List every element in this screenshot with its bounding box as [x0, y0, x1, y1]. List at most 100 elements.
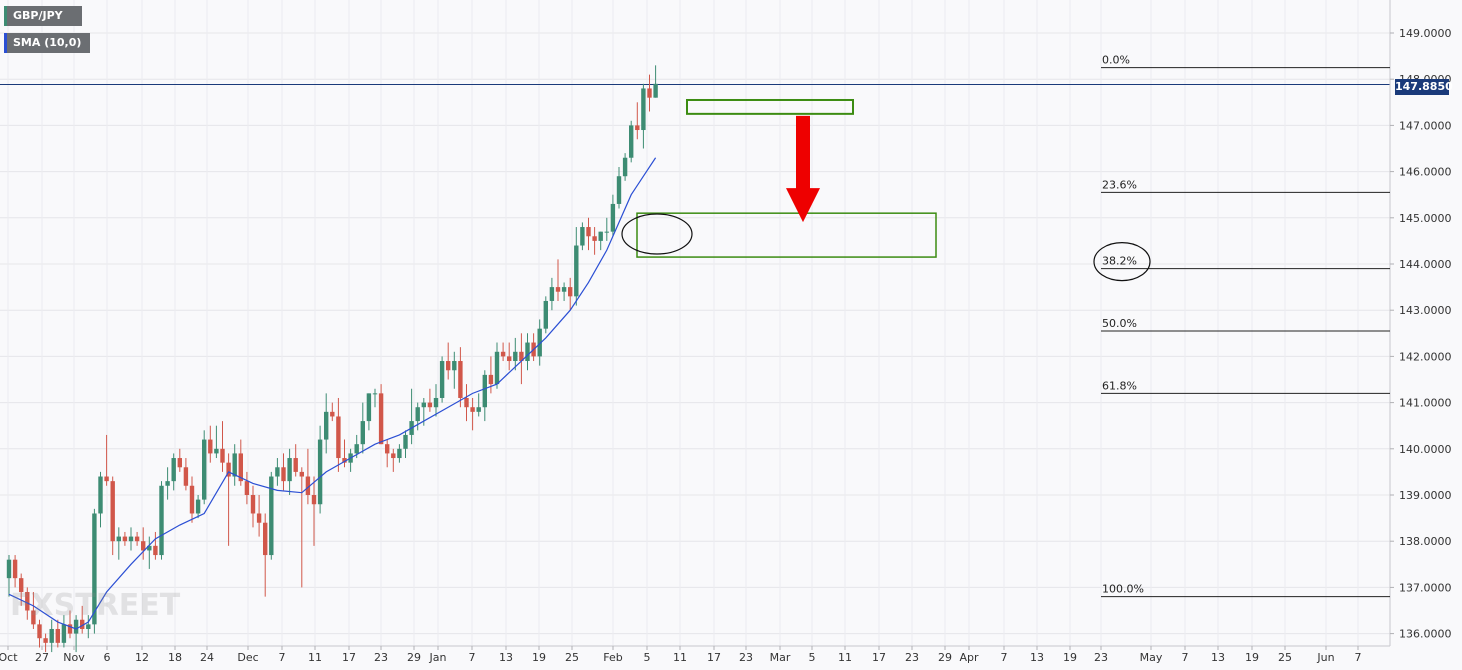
candle-body: [311, 495, 317, 505]
x-tick-label: 7: [279, 651, 286, 664]
candle-body: [98, 476, 103, 514]
x-tick-label: 17: [872, 651, 886, 664]
target-zone-box: [636, 212, 937, 258]
candle: [208, 425, 213, 463]
candle: [336, 397, 341, 472]
candle: [464, 384, 469, 422]
candle: [330, 402, 335, 422]
x-tick-label: 17: [707, 651, 721, 664]
x-tick-label: Oct: [0, 651, 18, 664]
candle-body: [31, 610, 36, 625]
candle-body: [183, 467, 189, 486]
y-tick-label: 145.0000: [1399, 212, 1452, 225]
candle: [494, 342, 500, 389]
candle-body: [37, 624, 42, 639]
symbol-label[interactable]: GBP/JPY: [4, 6, 82, 26]
x-tick-label: 23: [1094, 651, 1108, 664]
candle-body: [226, 462, 231, 477]
x-tick-label: 25: [1278, 651, 1292, 664]
candle: [598, 231, 603, 251]
x-tick-label: 17: [342, 651, 356, 664]
candle: [189, 476, 195, 523]
grid-lines: [0, 0, 1390, 646]
candle: [561, 282, 567, 301]
candle: [342, 439, 347, 468]
down-arrow-shaft: [796, 115, 810, 191]
indicator-label[interactable]: SMA (10,0): [4, 33, 90, 53]
candle-body: [507, 356, 512, 362]
candle: [317, 425, 323, 514]
resistance-zone-box: [686, 98, 854, 115]
y-tick-label: 136.0000: [1399, 628, 1452, 641]
candle-body: [6, 559, 12, 579]
x-tick-label: 5: [809, 651, 816, 664]
candle: [647, 74, 652, 112]
candle: [195, 495, 201, 519]
candle-body: [214, 448, 219, 454]
x-tick-label: Feb: [603, 651, 622, 664]
candle: [202, 430, 207, 505]
candle-body: [43, 638, 48, 643]
fib-level-label: 23.6%: [1102, 178, 1137, 191]
candle: [6, 555, 12, 597]
x-tick-label: 13: [1030, 651, 1044, 664]
fib-level-label: 50.0%: [1102, 317, 1137, 330]
axes: [0, 0, 1391, 647]
candle-body: [110, 481, 115, 542]
y-tick-label: 143.0000: [1399, 304, 1452, 317]
candle-body: [385, 444, 390, 454]
candle: [555, 259, 561, 301]
x-tick-label: 13: [1211, 651, 1225, 664]
candle: [366, 393, 372, 431]
fib-level-label: 61.8%: [1102, 379, 1137, 392]
candle: [622, 153, 628, 181]
fib-level-label: 100.0%: [1102, 583, 1144, 596]
candle-body: [354, 444, 359, 454]
candle-body: [488, 374, 494, 385]
candle: [134, 531, 140, 546]
indicator-accent: [4, 33, 7, 53]
candle-body: [263, 522, 268, 556]
candle: [250, 485, 256, 528]
watermark: FXSTREET: [10, 588, 181, 623]
annotations: [621, 98, 1151, 282]
y-tick-label: 142.0000: [1399, 350, 1452, 363]
candle: [153, 531, 158, 560]
candle: [214, 425, 219, 459]
candle: [232, 444, 237, 486]
candle-body: [147, 545, 152, 551]
candle-body: [336, 416, 341, 459]
x-tick-label: Jun: [1316, 651, 1334, 664]
x-tick-label: Apr: [959, 651, 979, 664]
candle-body: [500, 351, 506, 357]
candle: [543, 296, 548, 334]
candle-body: [305, 476, 311, 495]
candle: [61, 615, 67, 648]
candle-body: [391, 453, 396, 459]
candle: [256, 495, 262, 537]
x-tick-label: 23: [905, 651, 919, 664]
candle: [446, 342, 451, 380]
x-tick-label: 12: [135, 651, 149, 664]
candle-body: [360, 421, 365, 445]
candle-body: [220, 448, 225, 463]
candle-body: [403, 434, 408, 449]
candle-body: [647, 88, 652, 98]
candle: [610, 194, 616, 237]
y-tick-label: 147.0000: [1399, 119, 1452, 132]
candle: [513, 337, 518, 371]
candle: [586, 217, 591, 251]
candle-body: [464, 397, 469, 408]
x-tick-label: Dec: [237, 651, 258, 664]
candle-body: [202, 439, 207, 500]
candlestick-series: [6, 65, 658, 653]
candle: [80, 605, 85, 634]
candle-body: [86, 624, 91, 629]
candle: [171, 453, 176, 491]
candle: [500, 342, 506, 362]
candle-body: [378, 393, 384, 445]
candle: [525, 333, 530, 371]
candle: [372, 388, 378, 408]
candle: [592, 227, 597, 255]
